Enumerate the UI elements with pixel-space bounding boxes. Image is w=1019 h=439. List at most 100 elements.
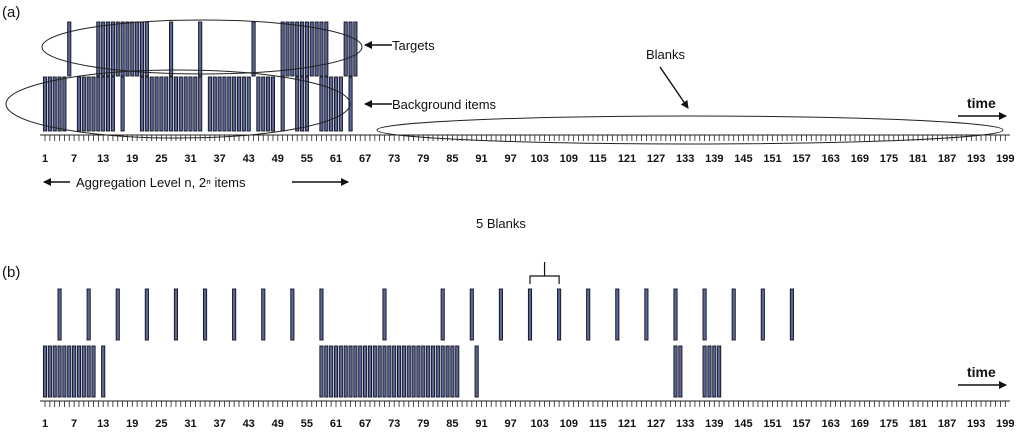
target-item — [280, 21, 285, 77]
background-item — [193, 76, 198, 132]
panel-a-tick-label: 169 — [851, 153, 869, 165]
background-item — [324, 76, 329, 132]
target-item — [644, 288, 649, 341]
background-item — [295, 76, 300, 132]
target-item — [498, 288, 503, 341]
panel-a-tick-label: 61 — [330, 153, 342, 165]
panel-b-tick-label: 163 — [822, 418, 840, 430]
panel-a-tick-label: 145 — [734, 153, 752, 165]
background-item — [401, 345, 406, 398]
panel-b-tick-label: 145 — [734, 418, 752, 430]
panel-b-axis-ticks — [44, 401, 1006, 407]
panel-b-tick-label: 157 — [792, 418, 810, 430]
panel-b: (b) 5 Blanks time 1 7 13 19 25 31 37 43 49 55 61 67… — [2, 216, 1014, 430]
background-item — [169, 76, 174, 132]
target-item — [440, 288, 445, 341]
target-item — [125, 21, 130, 77]
panel-b-tick-labels: 1 7 13 19 25 31 37 43 49 55 61 67 73 79 85 91 97 103 109 11… — [42, 418, 1015, 430]
target-item — [173, 288, 179, 341]
panel-a-tick-label: 19 — [126, 153, 138, 165]
panel-a-tick-label: 97 — [504, 153, 516, 165]
background-item — [358, 345, 363, 398]
panel-b-tick-label: 121 — [618, 418, 636, 430]
target-item — [343, 21, 348, 77]
background-item — [47, 76, 52, 132]
background-item — [101, 345, 106, 398]
background-item — [304, 76, 309, 132]
background-item — [139, 76, 145, 132]
background-item — [338, 76, 343, 132]
panel-a-tick-label: 7 — [71, 153, 77, 165]
target-item — [96, 21, 101, 77]
target-item — [57, 288, 62, 341]
background-ellipse — [5, 69, 351, 139]
panel-a-background-items — [42, 76, 353, 132]
panel-a-tick-label: 91 — [475, 153, 487, 165]
target-item — [169, 21, 174, 77]
target-item — [586, 288, 591, 341]
five-blanks-annotation: 5 Blanks — [476, 216, 526, 231]
panel-b-tick-label: 169 — [851, 418, 869, 430]
background-item — [120, 76, 125, 132]
panel-a-tick-label: 73 — [388, 153, 400, 165]
panel-a-tick-label: 151 — [763, 153, 781, 165]
target-item — [760, 288, 765, 341]
panel-a-targets — [67, 21, 358, 77]
panel-b-background-items — [42, 345, 722, 398]
panel-b-time-label: time — [967, 364, 996, 380]
background-item — [62, 76, 67, 132]
background-item — [387, 345, 392, 398]
background-item — [246, 76, 251, 132]
background-item — [673, 345, 678, 398]
panel-a-tick-label: 109 — [560, 153, 578, 165]
panel-b-tick-label: 67 — [359, 418, 371, 430]
background-item — [445, 345, 450, 398]
background-item — [86, 76, 91, 132]
background-item — [707, 345, 712, 398]
target-item — [86, 288, 91, 341]
panel-b-tick-label: 61 — [330, 418, 342, 430]
target-item — [67, 21, 72, 77]
background-annotation: Background items — [392, 97, 497, 112]
target-item — [557, 288, 562, 341]
background-item — [212, 76, 217, 132]
target-item — [101, 21, 106, 77]
target-item — [285, 21, 290, 77]
background-item — [319, 345, 324, 398]
panel-b-targets — [57, 288, 794, 341]
background-item — [348, 76, 353, 132]
background-item — [329, 345, 334, 398]
target-item — [198, 21, 203, 77]
background-item — [363, 345, 368, 398]
background-item — [207, 76, 212, 132]
panel-b-tick-label: 133 — [676, 418, 694, 430]
background-item — [455, 345, 460, 398]
panel-a-tick-label: 139 — [705, 153, 723, 165]
target-item — [105, 21, 111, 77]
target-item — [295, 21, 300, 77]
target-item — [290, 288, 295, 341]
panel-a-tick-label: 13 — [97, 153, 109, 165]
target-item — [469, 288, 474, 341]
background-item — [338, 345, 343, 398]
background-item — [91, 76, 96, 132]
panel-b-tick-label: 49 — [272, 418, 284, 430]
background-item — [178, 76, 183, 132]
target-item — [144, 21, 149, 77]
background-item — [300, 76, 305, 132]
background-item — [57, 345, 62, 398]
background-item — [96, 76, 101, 132]
target-item — [304, 21, 309, 77]
panel-b-tick-label: 55 — [301, 418, 313, 430]
background-item — [411, 345, 416, 398]
panel-a-time-label: time — [967, 95, 996, 111]
panel-b-tick-label: 139 — [705, 418, 723, 430]
target-item — [319, 21, 324, 77]
panel-a-tick-label: 85 — [446, 153, 458, 165]
background-item — [164, 76, 169, 132]
target-item — [319, 288, 324, 341]
panel-b-tick-label: 31 — [184, 418, 196, 430]
panel-a-tick-label: 121 — [618, 153, 636, 165]
background-item — [324, 345, 329, 398]
